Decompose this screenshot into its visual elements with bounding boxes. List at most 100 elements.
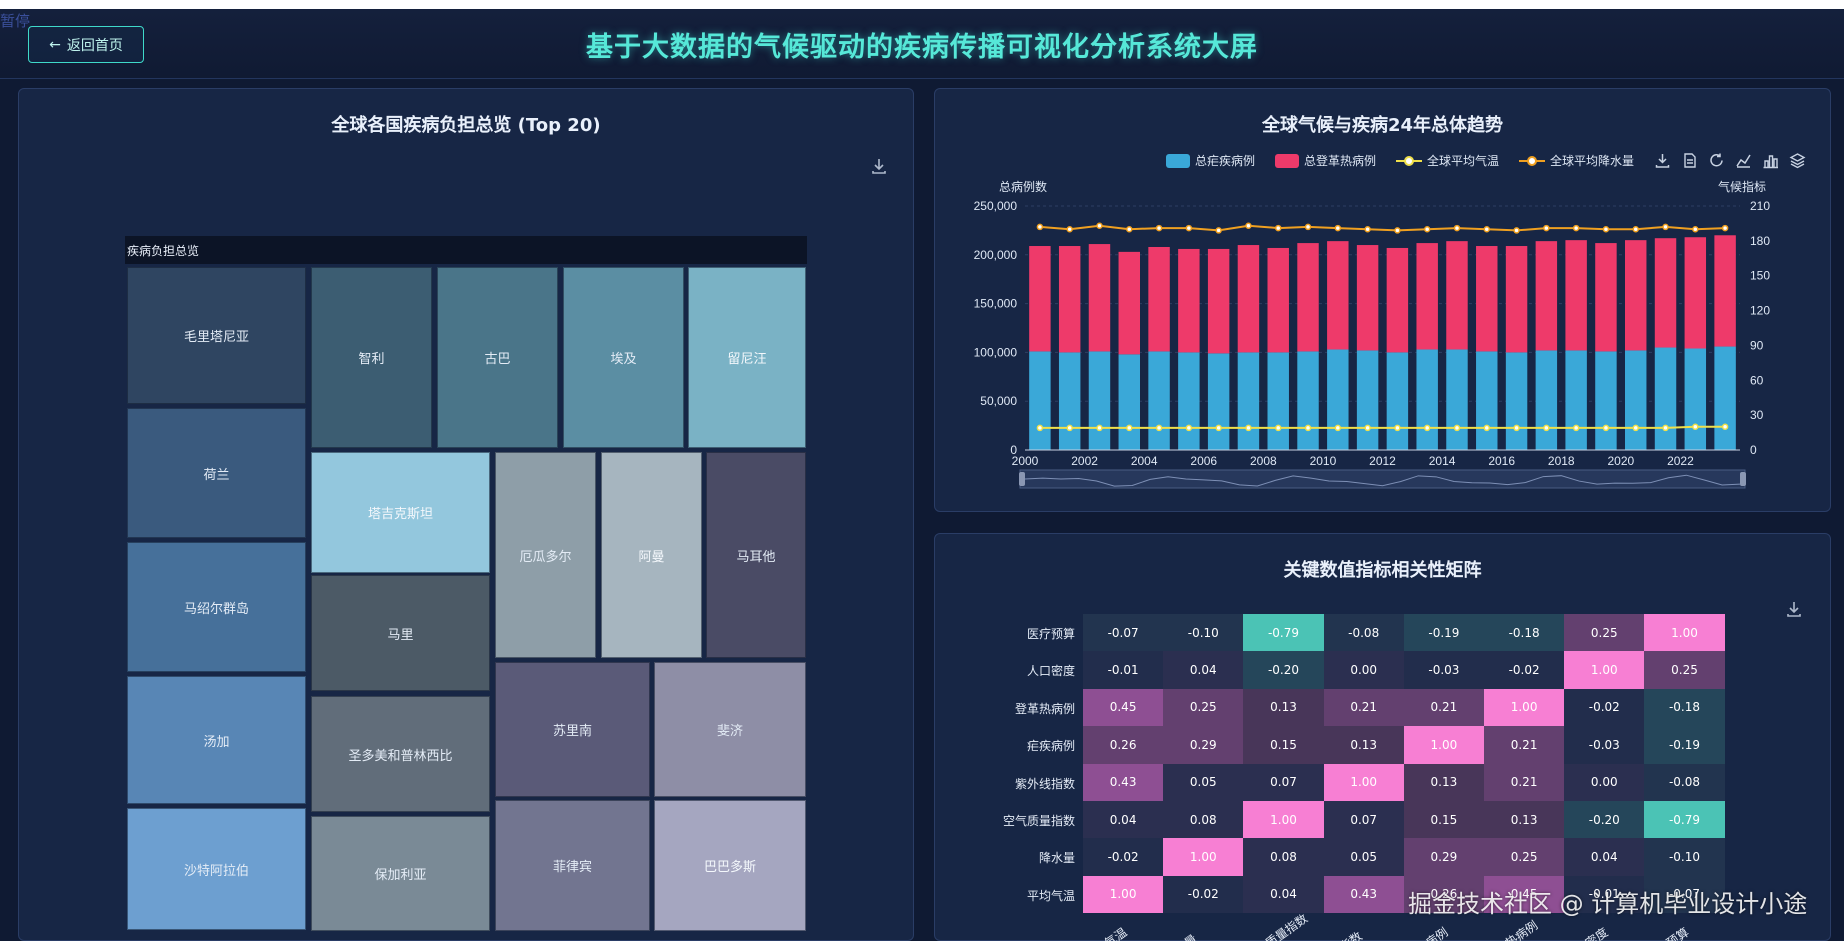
heatmap-cell[interactable]: 0.25	[1644, 651, 1725, 689]
legend-item-dengue[interactable]: 总登革热病例	[1275, 152, 1376, 169]
legend-item-malaria[interactable]: 总疟疾病例	[1166, 152, 1255, 169]
heatmap-cell[interactable]: 1.00	[1163, 838, 1244, 876]
heatmap-cell[interactable]: 0.21	[1484, 763, 1565, 801]
treemap-cell[interactable]: 古巴	[437, 267, 558, 448]
heatmap-cell[interactable]: 1.00	[1644, 614, 1725, 652]
treemap-cell[interactable]: 毛里塔尼亚	[127, 267, 306, 404]
heatmap-cell[interactable]: 1.00	[1484, 688, 1565, 727]
treemap-cell[interactable]: 塔吉克斯坦	[311, 452, 490, 573]
heatmap-cell[interactable]: 0.00	[1564, 763, 1645, 801]
heatmap-cell[interactable]: -0.10	[1163, 614, 1244, 652]
heatmap-cell[interactable]: 0.45	[1083, 688, 1164, 727]
treemap-cell[interactable]: 马里	[311, 575, 490, 691]
heatmap-cell[interactable]: 0.29	[1403, 838, 1484, 876]
heatmap-cell[interactable]: 0.05	[1323, 838, 1404, 876]
treemap-cell[interactable]: 埃及	[563, 267, 684, 448]
refresh-icon[interactable]	[1708, 152, 1725, 169]
heatmap-cell[interactable]: 1.00	[1243, 801, 1324, 839]
heatmap-cell[interactable]: 1.00	[1564, 651, 1645, 689]
heatmap-cell[interactable]: -0.08	[1323, 614, 1404, 652]
bar-chart-icon[interactable]	[1762, 152, 1779, 169]
download-icon[interactable]	[870, 157, 888, 175]
heatmap-cell[interactable]: -0.03	[1564, 726, 1645, 764]
heatmap-cell[interactable]: -0.20	[1243, 651, 1324, 689]
heatmap-cell[interactable]: -0.18	[1644, 688, 1725, 727]
heatmap-cell[interactable]: -0.02	[1564, 688, 1645, 727]
heatmap-cell[interactable]: -0.10	[1644, 838, 1725, 876]
treemap-cell[interactable]: 荷兰	[127, 408, 306, 538]
heatmap-cell[interactable]: 0.26	[1403, 875, 1484, 914]
heatmap-cell[interactable]: 0.13	[1403, 763, 1484, 801]
heatmap-cell[interactable]: 0.04	[1564, 838, 1645, 876]
heatmap-cell[interactable]: 0.15	[1403, 801, 1484, 839]
heatmap-cell[interactable]: 0.21	[1323, 688, 1404, 727]
treemap-cell[interactable]: 苏里南	[495, 662, 650, 797]
heatmap-cell[interactable]: -0.07	[1083, 614, 1164, 652]
heatmap-cell[interactable]: -0.03	[1403, 651, 1484, 689]
heatmap-cell[interactable]: -0.01	[1564, 875, 1645, 914]
treemap-cell[interactable]: 马耳他	[706, 452, 806, 658]
heatmap-cell[interactable]: 1.00	[1323, 763, 1404, 801]
heatmap-cell[interactable]: -0.01	[1083, 651, 1164, 689]
heatmap-cell[interactable]: 0.26	[1083, 726, 1164, 764]
treemap-cell[interactable]: 马绍尔群岛	[127, 542, 306, 672]
heatmap-cell[interactable]: 0.04	[1243, 875, 1324, 914]
y-left-axis-title: 总病例数	[999, 180, 1048, 194]
treemap-cell[interactable]: 菲律宾	[495, 800, 650, 931]
treemap-cell[interactable]: 保加利亚	[311, 816, 490, 931]
heatmap-cell[interactable]: -0.79	[1243, 614, 1324, 652]
back-home-button[interactable]: ← 返回首页	[28, 26, 144, 63]
y-right-tick-label: 180	[1750, 234, 1770, 248]
heatmap-cell[interactable]: -0.02	[1163, 875, 1244, 914]
heatmap-cell[interactable]: 0.15	[1243, 726, 1324, 764]
heatmap-cell[interactable]: 0.13	[1243, 688, 1324, 727]
heatmap-cell[interactable]: 0.25	[1484, 838, 1565, 876]
heatmap-cell[interactable]: -0.07	[1644, 875, 1725, 914]
treemap-cell[interactable]: 汤加	[127, 676, 306, 804]
heatmap-cell[interactable]: -0.79	[1644, 801, 1725, 839]
heatmap-cell[interactable]: 0.21	[1484, 726, 1565, 764]
heatmap-cell[interactable]: 0.04	[1163, 651, 1244, 689]
heatmap-cell[interactable]: -0.19	[1403, 614, 1484, 652]
heatmap-cell[interactable]: 1.00	[1403, 726, 1484, 764]
heatmap-cell[interactable]: 0.43	[1323, 875, 1404, 914]
treemap-cell[interactable]: 圣多美和普林西比	[311, 696, 490, 812]
heatmap-cell[interactable]: -0.18	[1484, 614, 1565, 652]
download-icon[interactable]	[1785, 600, 1803, 618]
heatmap-cell[interactable]: 1.00	[1083, 875, 1164, 914]
treemap-cell[interactable]: 巴巴多斯	[654, 800, 806, 931]
heatmap-cell[interactable]: 0.08	[1163, 801, 1244, 839]
heatmap-cell[interactable]: 0.13	[1323, 726, 1404, 764]
heatmap-cell[interactable]: -0.19	[1644, 726, 1725, 764]
treemap-cell[interactable]: 智利	[311, 267, 432, 448]
treemap-cell[interactable]: 斐济	[654, 662, 806, 797]
heatmap-cell[interactable]: 0.25	[1564, 614, 1645, 652]
treemap-cell[interactable]: 留尼汪	[688, 267, 806, 448]
heatmap-cell[interactable]: -0.02	[1484, 651, 1565, 689]
heatmap-cell[interactable]: 0.08	[1243, 838, 1324, 876]
heatmap-cell[interactable]: 0.04	[1083, 801, 1164, 839]
download-icon[interactable]	[1654, 152, 1671, 169]
heatmap-cell[interactable]: 0.45	[1484, 875, 1565, 914]
data-view-icon[interactable]	[1681, 152, 1698, 169]
heatmap-cell[interactable]: 0.29	[1163, 726, 1244, 764]
heatmap-cell[interactable]: -0.08	[1644, 763, 1725, 801]
legend-item-precipitation[interactable]: 全球平均降水量	[1519, 152, 1634, 169]
heatmap-cell[interactable]: -0.02	[1083, 838, 1164, 876]
treemap-cell[interactable]: 阿曼	[601, 452, 702, 658]
point-precipitation	[1632, 225, 1639, 233]
heatmap-cell[interactable]: 0.13	[1484, 801, 1565, 839]
treemap-cell[interactable]: 沙特阿拉伯	[127, 808, 306, 930]
heatmap-cell[interactable]: -0.20	[1564, 801, 1645, 839]
heatmap-cell[interactable]: 0.21	[1403, 688, 1484, 727]
heatmap-cell[interactable]: 0.05	[1163, 763, 1244, 801]
heatmap-cell[interactable]: 0.00	[1323, 651, 1404, 689]
stack-icon[interactable]	[1789, 152, 1806, 169]
heatmap-cell[interactable]: 0.43	[1083, 763, 1164, 801]
treemap-cell[interactable]: 厄瓜多尔	[495, 452, 596, 658]
heatmap-cell[interactable]: 0.25	[1163, 688, 1244, 727]
line-chart-icon[interactable]	[1735, 152, 1752, 169]
legend-item-temperature[interactable]: 全球平均气温	[1396, 152, 1499, 169]
heatmap-cell[interactable]: 0.07	[1243, 763, 1324, 801]
heatmap-cell[interactable]: 0.07	[1323, 801, 1404, 839]
